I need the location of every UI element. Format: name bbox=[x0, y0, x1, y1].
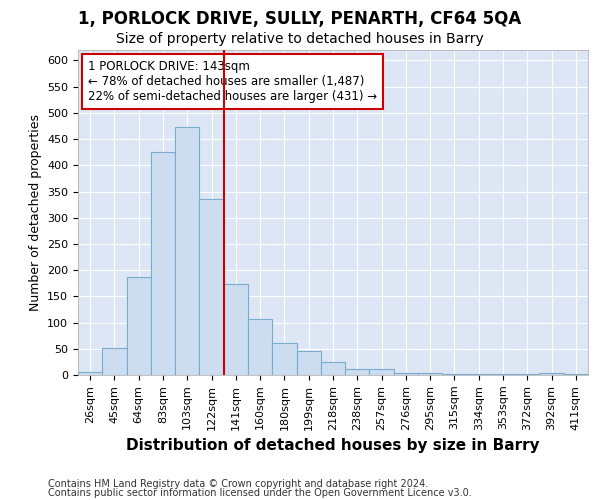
Bar bbox=[467, 374, 491, 375]
Bar bbox=[491, 374, 515, 375]
Bar bbox=[127, 277, 151, 375]
Bar bbox=[321, 362, 345, 375]
Bar bbox=[345, 369, 370, 375]
Text: Contains public sector information licensed under the Open Government Licence v3: Contains public sector information licen… bbox=[48, 488, 472, 498]
Bar bbox=[151, 152, 175, 375]
Bar bbox=[418, 374, 442, 375]
Bar bbox=[272, 343, 296, 375]
Bar bbox=[564, 374, 588, 375]
Bar bbox=[224, 284, 248, 375]
Bar bbox=[296, 351, 321, 375]
Bar bbox=[539, 374, 564, 375]
Text: Contains HM Land Registry data © Crown copyright and database right 2024.: Contains HM Land Registry data © Crown c… bbox=[48, 479, 428, 489]
Bar bbox=[175, 126, 199, 375]
X-axis label: Distribution of detached houses by size in Barry: Distribution of detached houses by size … bbox=[126, 438, 540, 453]
Bar bbox=[515, 374, 539, 375]
Bar bbox=[78, 372, 102, 375]
Y-axis label: Number of detached properties: Number of detached properties bbox=[29, 114, 41, 311]
Bar bbox=[394, 373, 418, 375]
Bar bbox=[442, 374, 467, 375]
Bar bbox=[248, 319, 272, 375]
Bar bbox=[370, 369, 394, 375]
Bar bbox=[102, 348, 127, 375]
Bar bbox=[199, 200, 224, 375]
Text: Size of property relative to detached houses in Barry: Size of property relative to detached ho… bbox=[116, 32, 484, 46]
Text: 1, PORLOCK DRIVE, SULLY, PENARTH, CF64 5QA: 1, PORLOCK DRIVE, SULLY, PENARTH, CF64 5… bbox=[79, 10, 521, 28]
Text: 1 PORLOCK DRIVE: 143sqm
← 78% of detached houses are smaller (1,487)
22% of semi: 1 PORLOCK DRIVE: 143sqm ← 78% of detache… bbox=[88, 60, 377, 103]
